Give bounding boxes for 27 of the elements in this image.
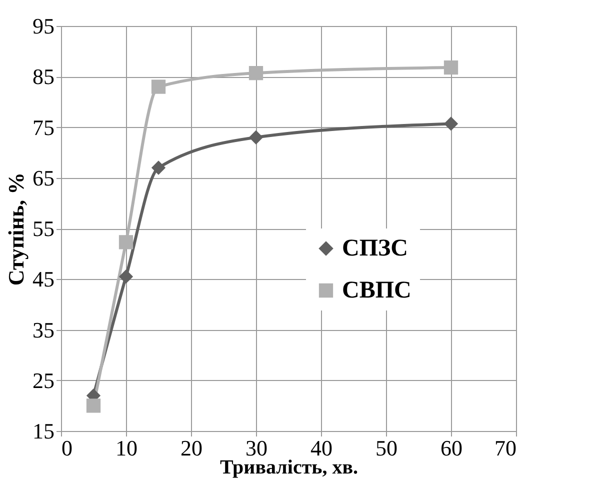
x-tick-label: 20 <box>180 436 202 460</box>
x-tick-label: 70 <box>494 436 516 460</box>
legend-label: СПЗС <box>342 236 408 262</box>
y-tick-label: 55 <box>32 216 54 241</box>
point <box>86 398 101 413</box>
y-tick-label: 15 <box>32 418 54 444</box>
y-tick-label: 25 <box>32 368 54 393</box>
point <box>118 235 134 250</box>
point <box>151 160 166 175</box>
point <box>248 66 264 80</box>
point <box>118 270 134 284</box>
point <box>151 80 166 94</box>
y-axis-title: Ступінь, % <box>4 172 28 286</box>
legend-label: СВПС <box>342 278 412 304</box>
y-tick-label: 85 <box>32 64 54 90</box>
point <box>248 130 264 144</box>
point <box>444 60 458 75</box>
x-tick-label: 50 <box>376 436 398 460</box>
y-tick-label: 75 <box>32 114 54 140</box>
x-tick-label: 10 <box>116 436 138 460</box>
point <box>444 116 458 131</box>
y-tick-label: 45 <box>32 266 54 292</box>
y-tick-label: 95 <box>32 14 54 38</box>
y-tick-label: 35 <box>32 317 54 342</box>
x-tick-label: 60 <box>440 436 462 460</box>
y-tick-label: 65 <box>32 165 54 190</box>
x-tick-label: 0 <box>62 436 72 460</box>
